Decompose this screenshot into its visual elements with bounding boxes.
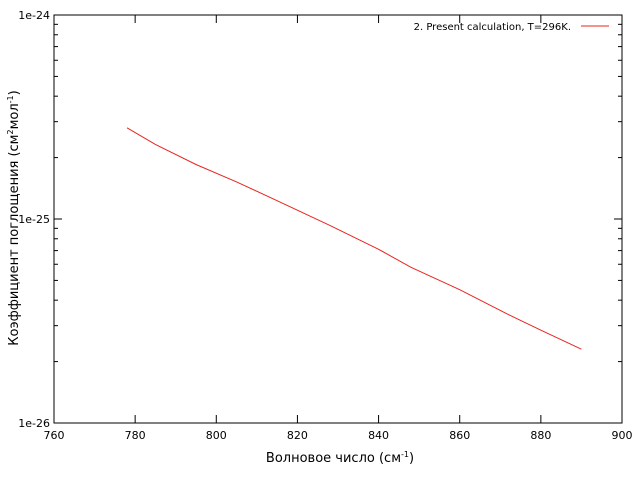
x-tick-label: 800	[206, 429, 227, 442]
axis-tick-labels: 760 780 800 820 840 860 880 900 1e-26 1e-25 1e-24	[18, 9, 632, 442]
legend: 2. Present calculation, T=296K.	[414, 22, 609, 33]
x-tick-label: 900	[612, 429, 633, 442]
x-tick-label: 760	[44, 429, 65, 442]
x-tick-label: 780	[125, 429, 146, 442]
x-axis-label: Волновое число (см-1)	[266, 450, 414, 466]
x-tick-label: 860	[449, 429, 470, 442]
y-axis-label: Коэффициент поглощения (см2мол-1)	[6, 90, 22, 345]
x-tick-label: 820	[287, 429, 308, 442]
y-tick-label: 1e-24	[18, 9, 50, 22]
axis-ticks	[53, 14, 623, 424]
x-tick-label: 840	[368, 429, 389, 442]
legend-label: 2. Present calculation, T=296K.	[414, 22, 571, 33]
series-line	[126, 127, 582, 350]
y-tick-label: 1e-26	[18, 417, 50, 430]
y-tick-label: 1e-25	[18, 213, 50, 226]
plot-frame	[53, 14, 623, 424]
x-tick-label: 880	[530, 429, 551, 442]
